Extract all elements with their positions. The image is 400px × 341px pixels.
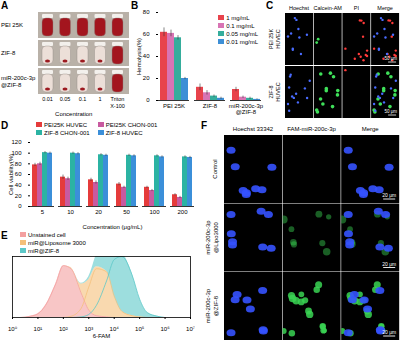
svg-text:@Lipo3000: @Lipo3000 xyxy=(213,221,219,252)
svg-text:20 μm: 20 μm xyxy=(382,192,396,198)
svg-text:Control: Control xyxy=(212,159,218,178)
svg-text:10¹: 10¹ xyxy=(34,326,43,332)
html-text:A: A xyxy=(1,0,9,11)
svg-text:miR-200c-3p: miR-200c-3p xyxy=(1,75,36,81)
svg-text:PEI 25K: PEI 25K xyxy=(268,29,274,50)
svg-text:0: 0 xyxy=(146,97,150,103)
svg-text:20 μm: 20 μm xyxy=(382,329,396,335)
svg-text:50 μm: 50 μm xyxy=(384,109,397,114)
svg-text:10³: 10³ xyxy=(84,326,93,332)
html-text:ZIF-8 CHON-001: ZIF-8 CHON-001 xyxy=(44,130,90,136)
svg-text:20: 20 xyxy=(143,75,150,81)
svg-text:40: 40 xyxy=(143,53,150,59)
html-text:F: F xyxy=(201,120,208,131)
svg-text:ZIF-8: ZIF-8 xyxy=(203,103,218,109)
svg-text:Hoechst 33342: Hoechst 33342 xyxy=(233,126,274,132)
html-text:miR@ZIF-8: miR@ZIF-8 xyxy=(28,248,60,254)
svg-text:miR-200c-3p@ZIF-8: miR-200c-3p@ZIF-8 xyxy=(229,103,264,115)
svg-text:100: 100 xyxy=(11,150,22,157)
svg-text:20: 20 xyxy=(15,193,22,199)
svg-text:X-100: X-100 xyxy=(110,103,125,109)
svg-text:10⁰: 10⁰ xyxy=(8,326,18,332)
svg-text:10⁵: 10⁵ xyxy=(135,326,145,332)
html-text:PEI25K CHON-001: PEI25K CHON-001 xyxy=(105,122,158,128)
svg-text:80: 80 xyxy=(15,161,22,167)
svg-text:PI: PI xyxy=(354,5,360,11)
svg-text:Cell viability(%): Cell viability(%) xyxy=(8,154,14,195)
svg-text:Hoechst: Hoechst xyxy=(289,5,310,11)
svg-text:20 μm: 20 μm xyxy=(382,261,396,267)
html-text:0.05 mg/mL: 0.05 mg/mL xyxy=(226,31,258,37)
html-text:miR@Liposome 3000: miR@Liposome 3000 xyxy=(28,240,86,246)
svg-text:@ZIF-8: @ZIF-8 xyxy=(1,82,22,88)
svg-text:@ZIF-8: @ZIF-8 xyxy=(213,295,219,316)
svg-text:120: 120 xyxy=(11,139,22,145)
html-text:E: E xyxy=(1,230,8,241)
svg-text:5: 5 xyxy=(41,209,45,215)
svg-text:80: 80 xyxy=(143,9,150,15)
svg-text:Hemolysis(%): Hemolysis(%) xyxy=(136,38,142,75)
svg-text:10⁶: 10⁶ xyxy=(160,326,170,332)
html-text:0.01 mg/mL: 0.01 mg/mL xyxy=(226,39,258,45)
svg-text:10²: 10² xyxy=(59,326,68,332)
svg-text:miR-200c-3p: miR-200c-3p xyxy=(205,288,211,323)
svg-text:Concentration: Concentration xyxy=(55,111,92,117)
svg-text:0.05: 0.05 xyxy=(60,96,71,102)
svg-text:50: 50 xyxy=(123,209,130,215)
html-text:C: C xyxy=(266,0,274,11)
svg-text:ZIF-8: ZIF-8 xyxy=(1,50,16,56)
svg-text:HUVEC: HUVEC xyxy=(275,82,281,101)
svg-text:40: 40 xyxy=(15,182,22,188)
html-text:B: B xyxy=(131,0,139,11)
svg-text:Triton: Triton xyxy=(111,96,125,102)
html-text:0.1 mg/mL: 0.1 mg/mL xyxy=(226,23,255,29)
svg-text:PEI 25K: PEI 25K xyxy=(1,22,23,28)
svg-text:PEI 25K: PEI 25K xyxy=(163,103,185,109)
svg-text:ZIF-8: ZIF-8 xyxy=(268,85,274,98)
svg-text:0.1: 0.1 xyxy=(79,96,87,102)
svg-text:0: 0 xyxy=(18,203,22,209)
svg-text:20: 20 xyxy=(95,209,102,215)
svg-text:Concentration (μg/mL): Concentration (μg/mL) xyxy=(83,224,143,230)
svg-text:1: 1 xyxy=(98,96,101,102)
svg-text:0.01: 0.01 xyxy=(42,96,53,102)
svg-text:6-FAM: 6-FAM xyxy=(93,333,111,339)
html-text:PEI25K HUVEC: PEI25K HUVEC xyxy=(44,122,87,128)
html-text:Unstained cell: Unstained cell xyxy=(28,232,66,238)
svg-text:50 μm: 50 μm xyxy=(384,56,397,61)
svg-text:200: 200 xyxy=(177,209,188,215)
svg-text:FAM-miR-200c-3p: FAM-miR-200c-3p xyxy=(287,126,336,132)
svg-text:10: 10 xyxy=(67,209,74,215)
html-text:D: D xyxy=(1,120,9,131)
svg-text:Calcein-AM: Calcein-AM xyxy=(313,5,342,11)
svg-text:60: 60 xyxy=(15,171,22,177)
svg-text:10⁴: 10⁴ xyxy=(110,326,120,332)
svg-text:HUVEC: HUVEC xyxy=(275,29,281,48)
svg-text:Merge: Merge xyxy=(362,126,380,132)
html-text:1 mg/mL: 1 mg/mL xyxy=(226,15,250,21)
svg-text:60: 60 xyxy=(143,31,150,37)
svg-text:10⁷: 10⁷ xyxy=(186,326,195,332)
svg-text:100: 100 xyxy=(149,209,160,215)
svg-text:miR-200c-3p: miR-200c-3p xyxy=(205,220,211,255)
html-text:ZIF-8 HUVEC: ZIF-8 HUVEC xyxy=(105,130,143,136)
svg-text:Merge: Merge xyxy=(377,5,393,11)
